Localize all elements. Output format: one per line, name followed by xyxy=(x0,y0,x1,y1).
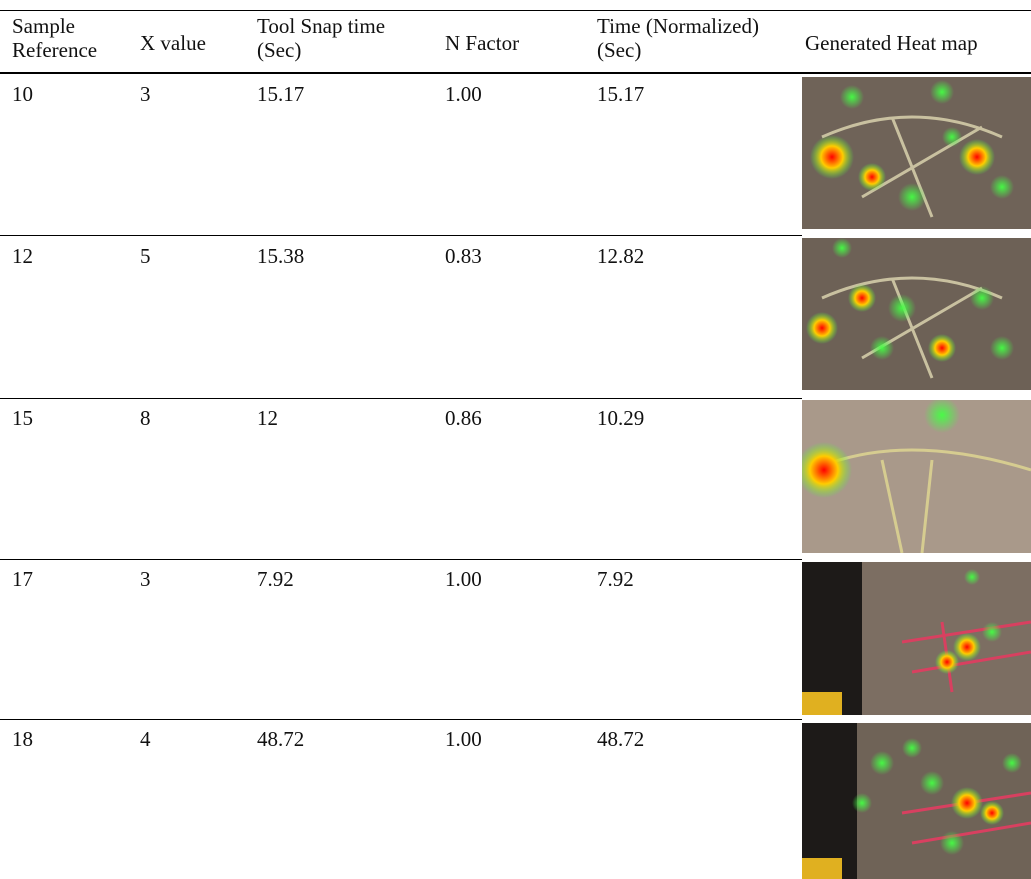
heatmap-image xyxy=(802,77,1031,229)
cell: 4 xyxy=(140,727,151,751)
cell: 48.72 xyxy=(597,727,645,751)
cell: 17 xyxy=(12,567,33,591)
heatmap-image xyxy=(802,723,1031,879)
column-header: Generated Heat map xyxy=(805,31,978,55)
cell: 15.17 xyxy=(257,82,305,106)
column-header: Time (Normalized) xyxy=(597,14,759,38)
cell: 12 xyxy=(257,406,278,430)
row-rule xyxy=(0,235,802,236)
cell: 0.83 xyxy=(445,244,482,268)
column-header: N Factor xyxy=(445,31,520,55)
cell: 48.72 xyxy=(257,727,305,751)
top-rule xyxy=(0,10,1031,11)
column-header: Sample xyxy=(12,14,75,38)
row-rule xyxy=(0,719,802,720)
heatmap-image xyxy=(802,562,1031,715)
cell: 7.92 xyxy=(597,567,634,591)
column-header: X value xyxy=(140,31,206,55)
header-rule xyxy=(0,72,1031,74)
cell: 15 xyxy=(12,406,33,430)
cell: 5 xyxy=(140,244,151,268)
cell: 3 xyxy=(140,567,151,591)
cell: 3 xyxy=(140,82,151,106)
column-header: (Sec) xyxy=(257,38,302,62)
cell: 1.00 xyxy=(445,567,482,591)
row-rule xyxy=(0,398,802,399)
row-rule xyxy=(0,559,802,560)
cell: 18 xyxy=(12,727,33,751)
cell: 8 xyxy=(140,406,151,430)
column-header: (Sec) xyxy=(597,38,642,62)
cell: 1.00 xyxy=(445,727,482,751)
cell: 10 xyxy=(12,82,33,106)
column-header: Tool Snap time xyxy=(257,14,386,38)
cell: 15.38 xyxy=(257,244,305,268)
cell: 12.82 xyxy=(597,244,645,268)
cell: 12 xyxy=(12,244,33,268)
heatmap-image xyxy=(802,238,1031,390)
cell: 1.00 xyxy=(445,82,482,106)
cell: 7.92 xyxy=(257,567,294,591)
column-header: Reference xyxy=(12,38,98,62)
cell: 0.86 xyxy=(445,406,482,430)
heatmap-image xyxy=(802,400,1031,553)
cell: 15.17 xyxy=(597,82,645,106)
cell: 10.29 xyxy=(597,406,645,430)
